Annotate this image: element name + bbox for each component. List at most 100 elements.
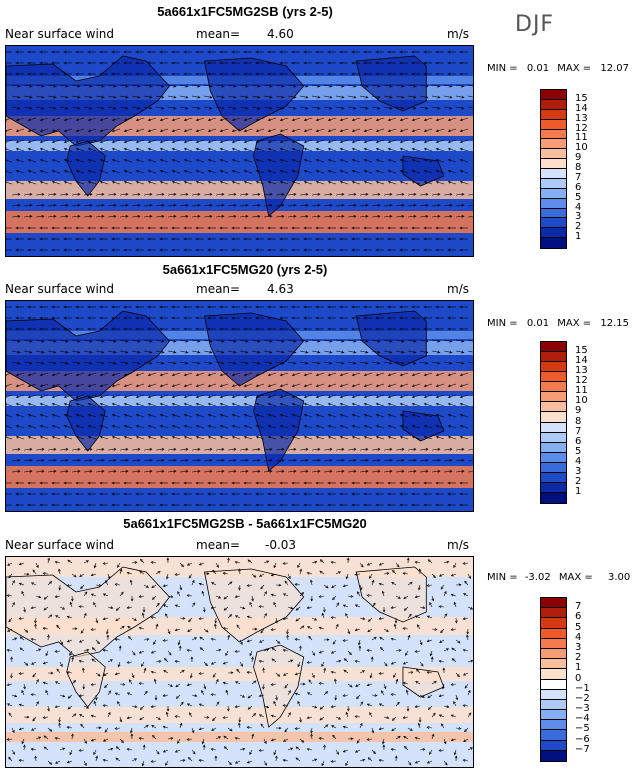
wind-vector [136,394,145,398]
wind-vector-head [111,503,115,507]
wind-vector [83,649,89,652]
wind-vector-head [161,470,165,473]
wind-vector [136,148,145,152]
wind-vector-head [51,158,55,162]
wind-vector-head [171,50,175,54]
wind-vector-head [470,659,473,663]
wind-vector [400,403,409,407]
wind-vector [403,595,409,600]
wind-vector-head [89,459,93,462]
wind-vector-head [413,95,417,99]
wind-vector [455,448,464,451]
colorbar-label: 7 [575,425,582,437]
wind-vector [155,624,158,630]
wind-vector [215,736,221,740]
wind-vector-head [154,697,158,701]
wind-vector [340,148,349,152]
wind-vector-head [459,158,463,162]
wind-vector-head [75,503,79,507]
wind-vector-head [437,339,441,343]
wind-vector-head [393,674,396,678]
wind-vector [460,425,469,429]
wind-vector [136,139,145,143]
wind-vector-head [375,373,379,377]
wind-vector [179,339,188,342]
wind-vector-head [187,629,191,632]
wind-vector-head [420,663,424,667]
wind-vector [311,650,315,656]
wind-vector [367,594,373,597]
wind-vector-head [365,95,369,99]
wind-vector-head [231,384,235,388]
wind-vector [376,383,385,387]
wind-vector-head [223,596,227,600]
wind-vector [343,726,349,729]
wind-vector-head [433,680,437,684]
wind-vector-head [315,147,319,151]
wind-vector-head [171,384,175,388]
wind-vector [424,383,433,387]
wind-vector [215,95,224,98]
wind-vector [115,638,121,641]
wind-vector-head [431,598,435,602]
wind-vector-head [147,395,151,399]
wind-vector [47,339,56,342]
wind-vector [211,661,217,665]
wind-vector [273,602,277,608]
wind-vector [275,361,284,364]
wind-vector [71,734,74,740]
wind-vector-head [257,448,261,451]
wind-vector-head [6,648,10,652]
wind-vector [52,117,61,121]
wind-vector-head [66,615,70,619]
wind-vector-head [51,72,55,76]
wind-vector-head [102,738,107,742]
wind-vector [364,139,373,143]
wind-vector [412,372,421,376]
wind-vector-head [93,565,97,569]
wind-vector [124,181,133,185]
wind-vector-head [281,84,285,88]
wind-vector-head [53,350,57,354]
wind-vector-head [137,459,141,462]
wind-vector-head [332,641,336,645]
wind-vector-head [51,147,55,151]
wind-vector [391,693,397,696]
wind-vector-head [435,384,439,388]
wind-vector-head [353,95,357,99]
wind-vector-head [435,72,439,76]
wind-vector-head [291,424,295,428]
wind-vector [388,414,397,418]
wind-vector [284,727,289,733]
wind-vector [340,128,349,132]
wind-vector-head [342,639,346,642]
wind-vector [323,204,332,207]
wind-vector-head [111,118,115,122]
wind-vector [203,448,212,451]
wind-vector-head [393,623,397,627]
wind-vector-head [377,470,381,473]
wind-vector-head [113,470,117,473]
colorbar-label: 14 [575,355,588,367]
wind-vector [439,694,445,697]
wind-vector-head [77,470,81,473]
wind-vector-head [450,714,454,718]
wind-vector-head [63,129,67,133]
wind-vector-head [29,448,33,451]
wind-vector [129,679,133,685]
wind-vector [395,106,404,109]
wind-vector-head [80,630,84,634]
wind-vector-head [207,492,211,496]
wind-vector-head [301,625,305,629]
wind-vector-head [323,667,327,671]
wind-vector [463,617,469,620]
wind-vector [119,215,128,218]
wind-vector [364,403,373,407]
wind-vector [235,615,241,619]
wind-vector [244,170,253,174]
wind-vector [346,573,349,579]
wind-vector-head [435,402,439,406]
wind-vector [316,394,325,398]
wind-vector-head [387,72,391,76]
wind-vector-head [99,147,103,151]
